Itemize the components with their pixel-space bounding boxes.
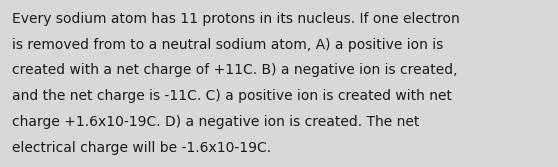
Text: created with a net charge of +11C. B) a negative ion is created,: created with a net charge of +11C. B) a … (12, 63, 458, 77)
Text: charge +1.6x10-19C. D) a negative ion is created. The net: charge +1.6x10-19C. D) a negative ion is… (12, 115, 420, 129)
Text: electrical charge will be -1.6x10-19C.: electrical charge will be -1.6x10-19C. (12, 141, 271, 155)
Text: is removed from to a neutral sodium atom, A) a positive ion is: is removed from to a neutral sodium atom… (12, 38, 444, 52)
Text: Every sodium atom has 11 protons in its nucleus. If one electron: Every sodium atom has 11 protons in its … (12, 12, 460, 26)
Text: and the net charge is -11C. C) a positive ion is created with net: and the net charge is -11C. C) a positiv… (12, 89, 453, 103)
